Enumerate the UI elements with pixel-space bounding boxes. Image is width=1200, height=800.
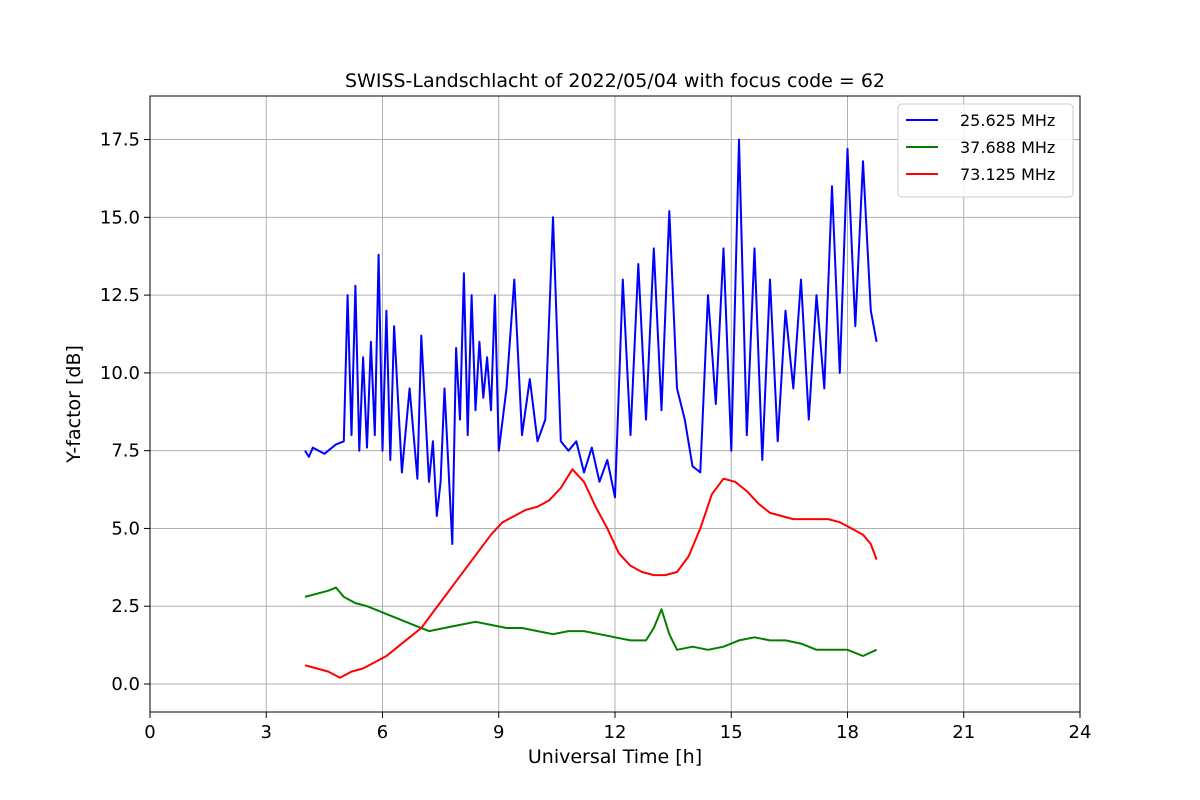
y-tick-label: 17.5 bbox=[100, 130, 140, 151]
legend: 25.625 MHz 37.688 MHz 73.125 MHz bbox=[897, 103, 1074, 198]
x-tick-label: 9 bbox=[493, 722, 504, 743]
x-tick-label: 21 bbox=[952, 722, 975, 743]
legend-box bbox=[897, 103, 1074, 198]
legend-entry-label: 73.125 MHz bbox=[960, 165, 1055, 184]
y-tick-label: 12.5 bbox=[100, 285, 140, 306]
x-tick-label: 0 bbox=[144, 722, 155, 743]
series-line-1 bbox=[304, 138, 878, 545]
chart-title: SWISS-Landschlacht of 2022/05/04 with fo… bbox=[345, 70, 885, 92]
y-tick-label: 2.5 bbox=[111, 596, 140, 617]
series-line-3 bbox=[304, 468, 878, 679]
x-tick-label: 6 bbox=[377, 722, 388, 743]
y-tick-label: 5.0 bbox=[111, 518, 140, 539]
y-tick-label: 7.5 bbox=[111, 441, 140, 462]
y-tick-label: 10.0 bbox=[100, 363, 140, 384]
y-axis-label: Y-factor [dB] bbox=[63, 345, 85, 464]
x-tick-label: 18 bbox=[836, 722, 859, 743]
y-tick-label: 15.0 bbox=[100, 207, 140, 228]
x-tick-label: 3 bbox=[261, 722, 272, 743]
x-axis-ticks: 0 3 6 9 12 15 18 21 24 bbox=[144, 712, 1091, 743]
series-line-2 bbox=[304, 586, 878, 657]
y-axis-ticks: 0.0 2.5 5.0 7.5 10.0 12.5 15.0 17.5 bbox=[100, 130, 150, 695]
grid-lines bbox=[149, 96, 1081, 712]
x-axis-label: Universal Time [h] bbox=[528, 746, 702, 768]
x-tick-label: 24 bbox=[1069, 722, 1092, 743]
x-tick-label: 12 bbox=[604, 722, 627, 743]
legend-entry-label: 37.688 MHz bbox=[960, 138, 1055, 157]
plot-area bbox=[304, 138, 878, 679]
x-tick-label: 15 bbox=[720, 722, 743, 743]
y-tick-label: 0.0 bbox=[111, 674, 140, 695]
legend-entry-label: 25.625 MHz bbox=[960, 111, 1055, 130]
